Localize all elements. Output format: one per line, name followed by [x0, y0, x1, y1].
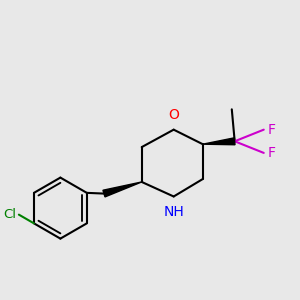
- Text: F: F: [267, 146, 275, 160]
- Text: NH: NH: [163, 205, 184, 219]
- Text: O: O: [168, 108, 179, 122]
- Text: F: F: [267, 123, 275, 137]
- Polygon shape: [103, 182, 142, 197]
- Polygon shape: [203, 138, 235, 145]
- Text: Cl: Cl: [3, 208, 16, 221]
